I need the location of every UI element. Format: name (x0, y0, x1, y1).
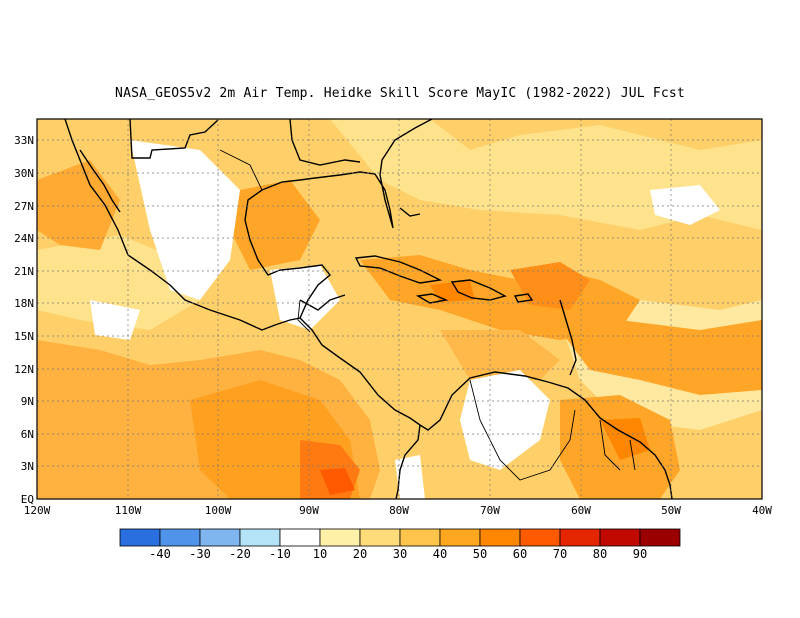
colorbar-swatch (359, 528, 401, 547)
lon-label: 110W (115, 504, 142, 517)
lon-label: 100W (205, 504, 232, 517)
colorbar-swatch (519, 528, 561, 547)
lon-label: 60W (571, 504, 591, 517)
lat-label: 27N (14, 200, 34, 213)
map-frame (36, 118, 763, 500)
colorbar-swatch (119, 528, 161, 547)
colorbar-label: 80 (593, 547, 607, 561)
lon-label: 120W (24, 504, 51, 517)
colorbar-label: 10 (313, 547, 327, 561)
map-title: NASA_GEOS5v2 2m Air Temp. Heidke Skill S… (115, 86, 685, 101)
lat-label: 24N (14, 232, 34, 245)
colorbar-swatch (559, 528, 601, 547)
colorbar-label: 90 (633, 547, 647, 561)
lon-label: 40W (752, 504, 772, 517)
lon-label: 90W (299, 504, 319, 517)
colorbar-labels: -40 -30 -20 -10 10 20 30 40 50 60 70 80 … (149, 547, 647, 561)
latitude-axis: 33N 30N 27N 24N 21N 18N 15N 12N 9N 6N 3N… (14, 134, 34, 506)
colorbar-swatch (599, 528, 641, 547)
colorbar-label: -40 (149, 547, 171, 561)
lon-label: 80W (389, 504, 409, 517)
longitude-axis: 120W 110W 100W 90W 80W 70W 60W 50W 40W (24, 504, 773, 517)
lon-label: 50W (661, 504, 681, 517)
colorbar-label: -30 (189, 547, 211, 561)
colorbar-label: 30 (393, 547, 407, 561)
political-borders (219, 149, 636, 481)
colorbar-swatch (159, 528, 201, 547)
lat-label: 33N (14, 134, 34, 147)
colorbar-label: 40 (433, 547, 447, 561)
lat-label: 21N (14, 265, 34, 278)
lat-label: 6N (21, 428, 34, 441)
lat-label: EQ (21, 493, 34, 506)
colorbar-swatch (639, 528, 681, 547)
colorbar-label: 60 (513, 547, 527, 561)
colorbar-swatch (399, 528, 441, 547)
colorbar-swatch (479, 528, 521, 547)
colorbar-swatch (279, 528, 321, 547)
lat-label: 3N (21, 460, 34, 473)
colorbar-label: 50 (473, 547, 487, 561)
lat-label: 9N (21, 395, 34, 408)
grid-lines (37, 119, 762, 499)
lat-label: 18N (14, 297, 34, 310)
colorbar-label: 20 (353, 547, 367, 561)
lon-label: 70W (480, 504, 500, 517)
colorbar-swatch (239, 528, 281, 547)
colorbar-swatch (319, 528, 361, 547)
coastlines (64, 119, 673, 499)
colorbar (119, 528, 681, 547)
skill-score-field (37, 119, 762, 499)
lat-label: 15N (14, 330, 34, 343)
lat-label: 30N (14, 167, 34, 180)
colorbar-label: 70 (553, 547, 567, 561)
colorbar-swatch (199, 528, 241, 547)
colorbar-label: -10 (269, 547, 291, 561)
lat-label: 12N (14, 363, 34, 376)
colorbar-label: -20 (229, 547, 251, 561)
colorbar-swatch (439, 528, 481, 547)
